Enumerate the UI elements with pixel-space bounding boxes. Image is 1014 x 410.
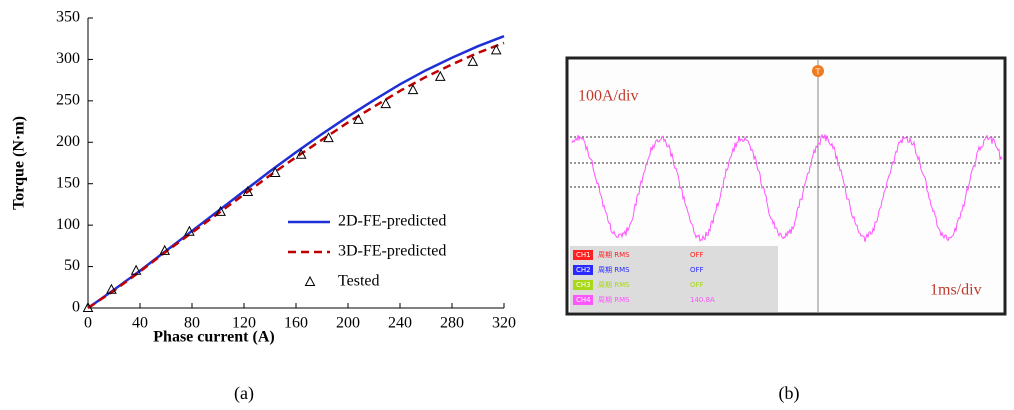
x-tick-label: 40	[132, 315, 148, 332]
y-tick-label: 250	[56, 92, 80, 109]
x-tick-label: 80	[184, 315, 200, 332]
x-tick-label: 0	[84, 315, 92, 332]
channel-measure: 周期 RMS	[598, 281, 630, 289]
scale-y: 100A/div	[578, 88, 638, 105]
y-tick-label: 200	[56, 133, 80, 150]
data-point	[381, 99, 390, 108]
y-tick-label: 300	[56, 50, 80, 67]
channel-value: OFF	[690, 281, 704, 289]
x-tick-label: 120	[232, 315, 256, 332]
legend-label: Tested	[338, 273, 380, 290]
channel-value: 140.8A	[690, 296, 715, 304]
channel-measure: 周期 RMS	[598, 251, 630, 259]
x-tick-label: 240	[388, 315, 412, 332]
series-line	[88, 36, 504, 308]
y-tick-label: 100	[56, 216, 80, 233]
y-tick-label: 0	[72, 299, 80, 316]
x-tick-label: 160	[284, 315, 308, 332]
x-tick-label: 200	[336, 315, 360, 332]
x-axis-label: Phase current (A)	[153, 329, 274, 346]
scale-x: 1ms/div	[930, 282, 982, 299]
caption: (b)	[779, 383, 800, 404]
channel-measure: 周期 RMS	[598, 296, 630, 304]
caption: (a)	[234, 383, 254, 404]
y-axis-label: Torque (N·m)	[11, 116, 28, 210]
data-point	[436, 72, 445, 81]
channel-name: CH3	[576, 281, 591, 289]
y-tick-label: 350	[56, 9, 80, 26]
series-line	[88, 43, 504, 308]
legend-label: 2D-FE-predicted	[338, 213, 446, 230]
channel-name: CH2	[576, 266, 591, 274]
oscilloscope: T 100A/div 1ms/div CH1 周期 RMS OFF CH2 周期 RMS…	[567, 58, 1005, 314]
channel-value: OFF	[690, 251, 704, 259]
y-tick-label: 50	[64, 257, 80, 274]
trigger-label: T	[815, 68, 821, 77]
legend-label: 3D-FE-predicted	[338, 243, 446, 260]
data-point	[468, 57, 477, 65]
channel-measure: 周期 RMS	[598, 266, 630, 274]
channel-name: CH1	[576, 251, 591, 259]
legend-symbol	[306, 277, 315, 286]
figure: Phase current (A) Torque (N·m) (a) (b) T…	[0, 0, 1014, 410]
x-tick-label: 280	[440, 315, 464, 332]
y-tick-label: 150	[56, 174, 80, 191]
channel-value: OFF	[690, 266, 704, 274]
x-tick-label: 320	[492, 315, 516, 332]
channel-name: CH4	[576, 296, 591, 304]
